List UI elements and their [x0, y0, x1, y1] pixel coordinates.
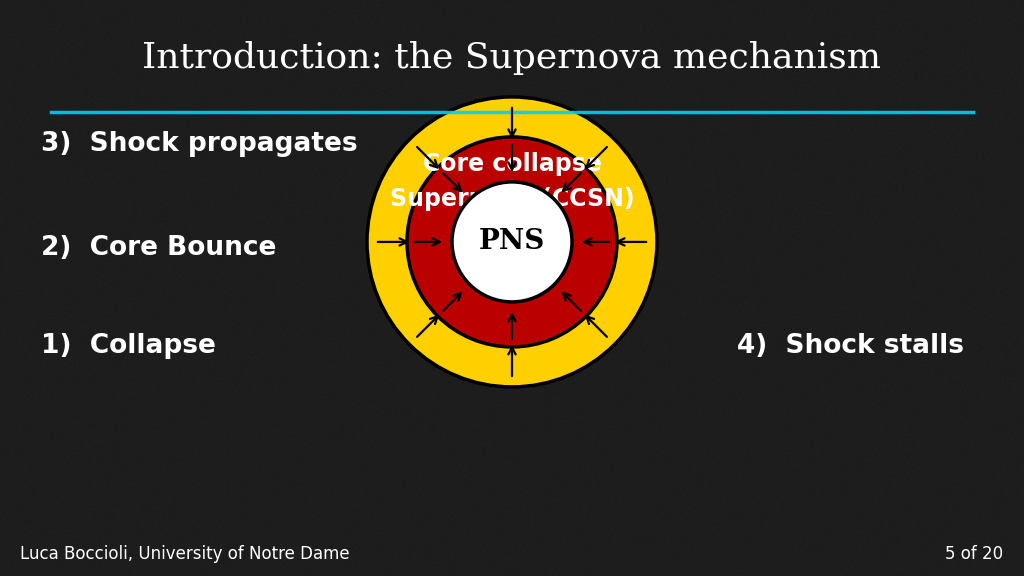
- Circle shape: [367, 97, 657, 387]
- Text: 1)  Collapse: 1) Collapse: [41, 332, 216, 359]
- Text: Introduction: the Supernova mechanism: Introduction: the Supernova mechanism: [142, 40, 882, 75]
- Text: 5 of 20: 5 of 20: [945, 545, 1004, 563]
- Text: 4)  Shock stalls: 4) Shock stalls: [737, 332, 965, 359]
- Circle shape: [452, 182, 572, 302]
- Text: Core collapse: Core collapse: [423, 152, 601, 176]
- Text: 2)  Core Bounce: 2) Core Bounce: [41, 234, 276, 261]
- Circle shape: [407, 137, 617, 347]
- Text: Luca Boccioli, University of Notre Dame: Luca Boccioli, University of Notre Dame: [20, 545, 350, 563]
- Text: PNS: PNS: [479, 229, 545, 255]
- Text: Supernova (CCSN): Supernova (CCSN): [390, 187, 634, 211]
- Text: 3)  Shock propagates: 3) Shock propagates: [41, 131, 357, 157]
